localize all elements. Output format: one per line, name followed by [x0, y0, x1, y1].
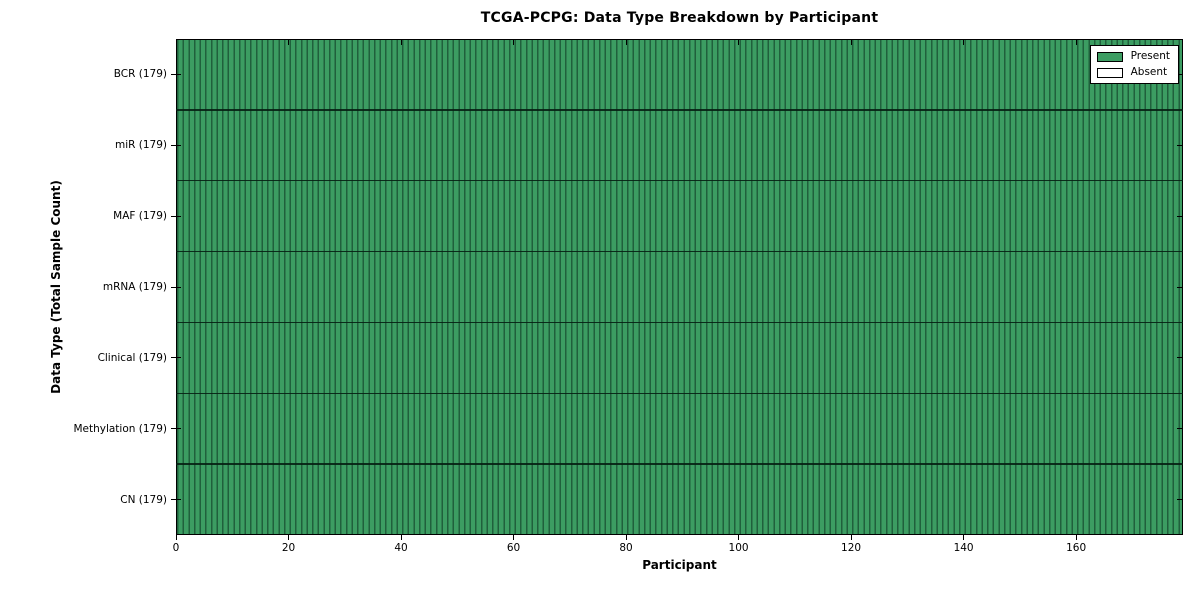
legend-entry-present: Present [1096, 50, 1170, 62]
y-tick-mark-left [171, 428, 181, 430]
x-tick-label: 80 [619, 542, 633, 554]
x-tick-mark-bottom [963, 535, 965, 540]
row-separator [176, 109, 1183, 111]
x-tick-mark-bottom [1075, 535, 1077, 540]
x-tick-mark-top [400, 40, 402, 45]
row-separator [176, 392, 1183, 394]
x-tick-mark-bottom [850, 535, 852, 540]
legend: Present Absent [1089, 45, 1179, 84]
y-tick-mark-right [1177, 286, 1182, 288]
y-tick-mark-right [1177, 215, 1182, 217]
x-tick-mark-top [1075, 40, 1077, 45]
legend-label-present: Present [1130, 50, 1170, 62]
x-tick-label: 0 [172, 542, 180, 554]
row-separator [176, 180, 1183, 182]
y-tick-label: mRNA (179) [102, 281, 167, 293]
y-tick-mark-left [171, 357, 181, 359]
x-tick-label: 160 [1066, 542, 1087, 554]
x-tick-mark-top [175, 40, 177, 45]
y-tick-mark-right [1177, 428, 1182, 430]
plot-area [176, 39, 1183, 535]
x-tick-label: 100 [728, 542, 749, 554]
x-tick-mark-top [625, 40, 627, 45]
y-tick-mark-left [171, 144, 181, 146]
y-tick-mark-left [171, 286, 181, 288]
y-tick-label: miR (179) [114, 139, 167, 152]
legend-swatch-present [1096, 51, 1123, 62]
x-tick-label: 40 [394, 542, 408, 554]
x-tick-label: 60 [506, 542, 521, 554]
x-tick-mark-top [738, 40, 740, 45]
y-tick-mark-left [171, 73, 181, 75]
x-tick-mark-bottom [175, 535, 177, 540]
x-axis-label: Participant [642, 558, 717, 572]
row-separator [176, 463, 1183, 465]
y-tick-mark-right [1177, 73, 1182, 75]
y-tick-label: Clinical (179) [97, 351, 167, 364]
x-tick-mark-bottom [288, 535, 289, 540]
row-separator [176, 250, 1183, 253]
y-tick-mark-right [1177, 144, 1182, 146]
legend-swatch-absent [1096, 67, 1123, 78]
y-tick-mark-left [171, 215, 181, 217]
y-tick-mark-right [1177, 357, 1182, 359]
y-tick-label: Methylation (179) [73, 422, 167, 435]
x-tick-mark-top [850, 40, 852, 45]
x-tick-mark-bottom [513, 535, 515, 540]
legend-label-absent: Absent [1130, 66, 1168, 78]
legend-entry-absent: Absent [1096, 66, 1170, 78]
x-tick-mark-top [963, 40, 965, 45]
y-tick-label: BCR (179) [113, 68, 167, 81]
x-tick-mark-bottom [625, 535, 627, 540]
x-tick-mark-top [288, 40, 289, 45]
y-tick-label: CN (179) [120, 493, 167, 506]
x-tick-mark-top [513, 40, 515, 45]
y-tick-mark-left [171, 499, 181, 501]
x-tick-mark-bottom [400, 535, 402, 540]
x-tick-mark-bottom [738, 535, 740, 540]
y-tick-label: MAF (179) [113, 210, 167, 223]
x-tick-label: 120 [841, 542, 862, 554]
x-tick-label: 20 [281, 542, 296, 554]
chart-title: TCGA-PCPG: Data Type Breakdown by Partic… [480, 10, 879, 26]
y-tick-mark-right [1177, 499, 1182, 501]
row-separator [176, 321, 1183, 324]
x-tick-label: 140 [953, 542, 974, 554]
